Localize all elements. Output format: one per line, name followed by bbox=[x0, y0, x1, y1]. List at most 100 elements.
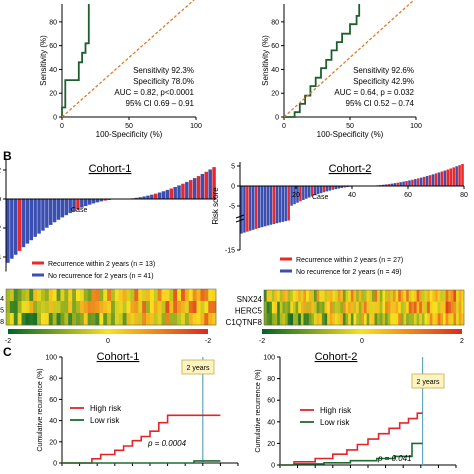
risk-bar bbox=[157, 192, 162, 199]
heatmap-cell-cohort-2 bbox=[340, 301, 344, 314]
risk-bar bbox=[408, 180, 411, 186]
heatmap-cell-cohort-1 bbox=[21, 313, 26, 326]
heatmap-cell-cohort-2 bbox=[287, 313, 291, 326]
y-tick-label: 80 bbox=[267, 376, 275, 383]
color-scale-tick: -2 bbox=[5, 338, 11, 345]
risk-bar bbox=[272, 186, 276, 224]
heatmap-cell-cohort-2 bbox=[356, 301, 360, 314]
x-tick-label: 0 bbox=[282, 123, 286, 130]
heatmap-cell-cohort-1 bbox=[165, 289, 170, 302]
heatmap-cell-cohort-2 bbox=[353, 301, 357, 314]
risk-bar bbox=[381, 184, 385, 186]
cumulative-recurrence-cohort-1: 0 20 40 60 80 100 2 years High risk Low risk p = … bbox=[37, 351, 239, 468]
heatmap-cell-cohort-2 bbox=[308, 301, 312, 314]
y-tick-label: 60 bbox=[49, 43, 57, 50]
heatmap-cell-cohort-1 bbox=[29, 301, 34, 314]
heatmap-cell-cohort-2 bbox=[437, 301, 441, 314]
heatmap-cell-cohort-2 bbox=[364, 301, 367, 314]
heatmap-cell-cohort-2 bbox=[369, 301, 373, 314]
heatmap-cell-cohort-2 bbox=[453, 313, 457, 326]
risk-bar bbox=[134, 197, 139, 199]
roc-stat: AUC = 0.82, p<0.0001 bbox=[114, 88, 194, 97]
heatmap-cell-cohort-2 bbox=[279, 313, 283, 326]
heatmap-cell-cohort-1 bbox=[6, 301, 11, 314]
heatmap-cell-cohort-2 bbox=[306, 290, 310, 302]
heatmap-cell-cohort-2 bbox=[335, 290, 338, 302]
risk-bar bbox=[64, 199, 69, 216]
risk-bar bbox=[80, 199, 84, 208]
heatmap-row-label: HERC5 bbox=[235, 307, 263, 316]
heatmap-cell-cohort-1 bbox=[177, 289, 182, 302]
heatmap-cell-cohort-2 bbox=[290, 313, 294, 326]
y-tick-label: 80 bbox=[49, 19, 57, 26]
y-tick-label: 40 bbox=[267, 419, 275, 426]
heatmap-cell-cohort-2 bbox=[329, 290, 333, 302]
heatmap-cell-cohort-1 bbox=[83, 289, 88, 302]
legend-label: High risk bbox=[320, 406, 352, 415]
heatmap-cell-cohort-2 bbox=[266, 301, 270, 314]
risk-bar bbox=[331, 186, 335, 190]
heatmap-cell-cohort-2 bbox=[366, 290, 370, 302]
y-tick-label: 80 bbox=[49, 376, 57, 383]
heatmap-cell-cohort-1 bbox=[153, 289, 158, 302]
risk-bar bbox=[257, 186, 261, 229]
legend-label: No recurrence for 2 years (n = 41) bbox=[48, 273, 154, 280]
heatmap-cell-cohort-2 bbox=[406, 301, 410, 314]
heatmap-cell-cohort-2 bbox=[266, 313, 270, 326]
heatmap-cell-cohort-2 bbox=[324, 290, 328, 302]
risk-bar bbox=[390, 183, 394, 186]
risk-bar bbox=[146, 195, 150, 199]
heatmap-cell-cohort-2 bbox=[379, 301, 383, 314]
y-tick-label: 100 bbox=[263, 355, 275, 362]
x-tick-label: 40 bbox=[348, 192, 356, 199]
heatmap-cell-cohort-1 bbox=[157, 301, 162, 314]
heatmap-cell-cohort-2 bbox=[371, 301, 375, 314]
legend-label: Recurrence within 2 years (n = 13) bbox=[48, 261, 155, 268]
risk-bar bbox=[266, 186, 270, 226]
heatmap-cell-cohort-1 bbox=[79, 313, 85, 326]
y-tick-label: 2 bbox=[0, 168, 1, 175]
heatmap-cell-cohort-2 bbox=[458, 301, 462, 314]
heatmap-cell-cohort-2 bbox=[300, 301, 304, 314]
heatmap-cell-cohort-2 bbox=[432, 290, 436, 302]
heatmap-cell-cohort-2 bbox=[414, 301, 417, 314]
x-tick-label: 100 bbox=[410, 123, 422, 130]
heatmap-cell-cohort-1 bbox=[29, 313, 34, 326]
y-tick-label: -5 bbox=[229, 204, 235, 211]
heatmap-cell-cohort-1 bbox=[103, 289, 108, 302]
heatmap-cell-cohort-1 bbox=[83, 301, 88, 314]
heatmap-cell-cohort-2 bbox=[440, 313, 444, 326]
heatmap-cell-cohort-2 bbox=[461, 290, 465, 302]
cutoff-label: 2 years bbox=[187, 365, 210, 372]
heatmap-cell-cohort-2 bbox=[364, 290, 367, 302]
heatmap-cell-cohort-2 bbox=[440, 290, 444, 302]
heatmap-cell-cohort-1 bbox=[208, 289, 213, 302]
heatmap-cell-cohort-2 bbox=[445, 313, 449, 326]
heatmap-cell-cohort-1 bbox=[161, 313, 166, 326]
heatmap-cell-cohort-1 bbox=[212, 301, 217, 314]
heatmap-cell-cohort-2 bbox=[448, 290, 452, 302]
risk-bar bbox=[434, 173, 438, 186]
gene-expression-heatmaps: SNX24 SNX24 HERC5 HERC5 C1QTNF8 C1QTNF8 -2 0 -2 -… bbox=[0, 288, 465, 345]
heatmap-cell-cohort-1 bbox=[114, 313, 120, 326]
heatmap-cell-cohort-1 bbox=[83, 313, 88, 326]
heatmap-cell-cohort-2 bbox=[408, 290, 412, 302]
chart-title: Cohort-2 bbox=[315, 351, 358, 363]
heatmap-cell-cohort-2 bbox=[314, 313, 317, 326]
heatmap-cell-cohort-1 bbox=[192, 301, 197, 314]
heatmap-cell-cohort-1 bbox=[56, 301, 61, 314]
risk-bar bbox=[278, 186, 282, 223]
risk-bar bbox=[440, 171, 444, 186]
heatmap-cell-cohort-2 bbox=[382, 313, 386, 326]
risk-bar bbox=[325, 186, 329, 192]
heatmap-cell-cohort-1 bbox=[44, 289, 50, 302]
x-tick-label: 20 bbox=[292, 192, 300, 199]
heatmap-cell-cohort-2 bbox=[461, 313, 465, 326]
roc-stat: AUC = 0.64, p = 0.032 bbox=[334, 88, 414, 97]
heatmap-cell-cohort-1 bbox=[212, 313, 217, 326]
heatmap-cell-cohort-2 bbox=[350, 313, 354, 326]
heatmap-cell-cohort-1 bbox=[79, 301, 85, 314]
heatmap-cell-cohort-1 bbox=[200, 289, 205, 302]
risk-bar bbox=[313, 186, 317, 196]
heatmap-cell-cohort-1 bbox=[91, 289, 96, 302]
